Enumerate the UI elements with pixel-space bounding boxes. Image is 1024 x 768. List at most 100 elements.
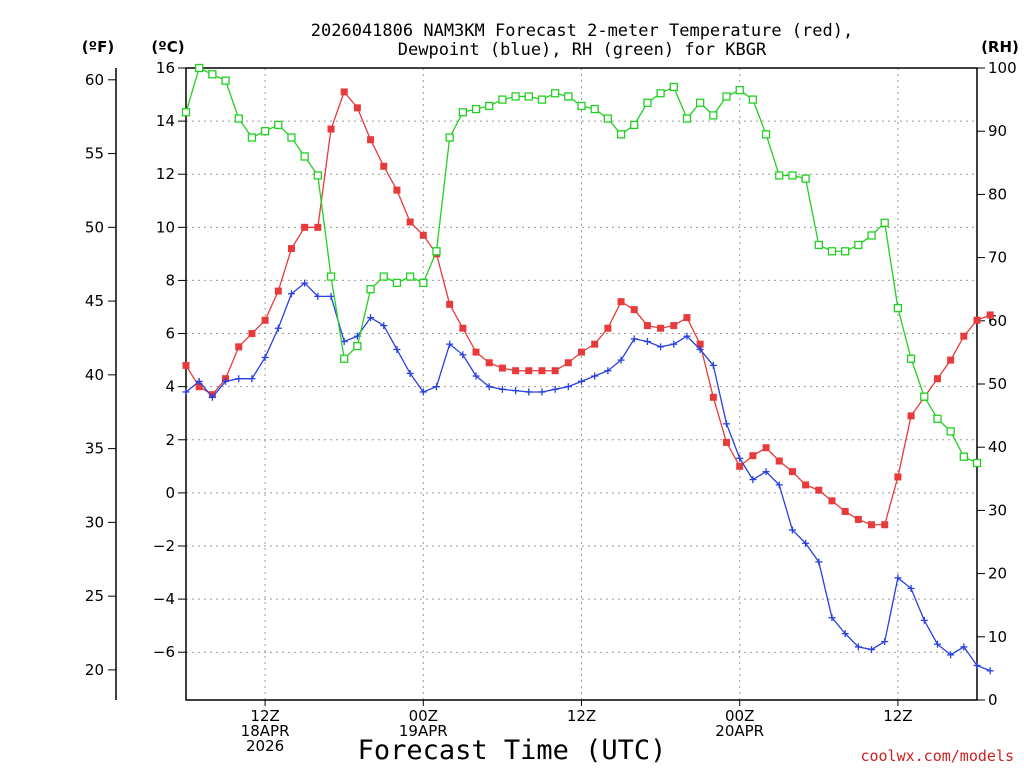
temperature-point bbox=[353, 104, 361, 112]
rh-point bbox=[432, 247, 441, 256]
temperature-point bbox=[301, 223, 309, 231]
rh-point bbox=[181, 108, 191, 117]
rh-tick-label: 100 bbox=[988, 59, 1017, 77]
rh-point bbox=[775, 171, 784, 180]
temperature-point bbox=[446, 300, 454, 308]
rh-point bbox=[590, 104, 599, 114]
rh-point bbox=[195, 63, 204, 73]
dewpoint-point bbox=[485, 383, 493, 391]
x-tick-label: 12Z bbox=[250, 707, 279, 725]
series-rh bbox=[181, 63, 982, 468]
dewpoint-point bbox=[709, 361, 717, 369]
temperature-point bbox=[419, 231, 427, 239]
temperature-point bbox=[960, 332, 968, 340]
temperature-point bbox=[828, 497, 836, 505]
dewpoint-point bbox=[525, 388, 533, 396]
rh-point bbox=[682, 114, 692, 123]
dewpoint-point bbox=[894, 574, 902, 582]
temperature-point bbox=[736, 462, 744, 470]
rh-point bbox=[287, 133, 296, 142]
x-tick-label: 00Z bbox=[409, 707, 438, 725]
dewpoint-point bbox=[736, 454, 744, 462]
fahrenheit-unit-label: (ºF) bbox=[82, 38, 114, 56]
fahrenheit-tick-label: 45 bbox=[85, 292, 104, 310]
temperature-point bbox=[670, 322, 678, 330]
dewpoint-point bbox=[393, 345, 401, 353]
dewpoint-point bbox=[657, 343, 665, 351]
rh-point bbox=[511, 92, 520, 101]
dewpoint-point bbox=[432, 383, 440, 391]
temperature-point bbox=[604, 324, 612, 332]
chart-axes bbox=[115, 67, 978, 701]
temperature-point bbox=[723, 438, 731, 446]
dewpoint-point bbox=[222, 377, 230, 385]
rh-point bbox=[893, 304, 903, 313]
temperature-point bbox=[525, 367, 533, 375]
dewpoint-point bbox=[182, 388, 190, 396]
celsius-tick-label: 6 bbox=[165, 325, 175, 343]
celsius-tick-label: 4 bbox=[165, 378, 175, 396]
rh-point bbox=[880, 218, 889, 227]
rh-point bbox=[366, 285, 375, 294]
rh-point bbox=[841, 247, 850, 256]
temperature-point bbox=[406, 218, 414, 226]
dewpoint-point bbox=[854, 643, 862, 651]
fahrenheit-tick-label: 30 bbox=[85, 513, 104, 531]
dewpoint-point bbox=[327, 292, 335, 300]
rh-point bbox=[458, 108, 468, 117]
temperature-point bbox=[947, 356, 955, 364]
credit-text: coolwx.com/models bbox=[860, 747, 1014, 765]
rh-point bbox=[867, 231, 876, 240]
temperature-point bbox=[657, 324, 665, 332]
celsius-tick-label: 16 bbox=[156, 59, 175, 77]
dewpoint-point bbox=[986, 667, 994, 675]
temperature-point bbox=[578, 348, 585, 356]
temperature-point bbox=[907, 412, 915, 420]
dewpoint-point bbox=[683, 332, 691, 340]
dewpoint-point bbox=[551, 385, 559, 393]
temperature-point bbox=[841, 507, 849, 515]
rh-point bbox=[208, 70, 217, 79]
temperature-point bbox=[538, 367, 546, 375]
dewpoint-point bbox=[841, 630, 849, 638]
fahrenheit-tick-label: 50 bbox=[85, 218, 104, 236]
rh-point bbox=[392, 278, 402, 288]
dewpoint-point bbox=[578, 377, 585, 385]
rh-tick-label: 50 bbox=[988, 375, 1007, 393]
temperature-point bbox=[182, 361, 190, 369]
rh-point bbox=[748, 95, 758, 104]
temperature-point bbox=[881, 521, 889, 529]
rh-point bbox=[260, 127, 270, 136]
dewpoint-point bbox=[591, 372, 599, 380]
temperature-point bbox=[367, 136, 375, 144]
dewpoint-point bbox=[670, 340, 678, 348]
temperature-point bbox=[195, 383, 203, 391]
rh-point bbox=[616, 130, 626, 139]
rh-point bbox=[827, 247, 837, 256]
dewpoint-point bbox=[301, 279, 309, 287]
axis-ticks: 1614121086420−2−4−6605550454035302520100… bbox=[85, 59, 1017, 755]
temperature-point bbox=[802, 481, 810, 489]
rh-tick-label: 40 bbox=[988, 438, 1007, 456]
x-axis-label: Forecast Time (UTC) bbox=[358, 735, 667, 766]
dewpoint-point bbox=[314, 292, 322, 300]
celsius-tick-label: −6 bbox=[153, 643, 175, 661]
temperature-point bbox=[327, 125, 335, 133]
temperature-point bbox=[788, 468, 796, 476]
rh-point bbox=[669, 82, 678, 92]
celsius-tick-label: 2 bbox=[165, 431, 175, 449]
rh-tick-label: 20 bbox=[988, 565, 1007, 583]
chart-title-line-1: 2026041806 NAM3KM Forecast 2-meter Tempe… bbox=[311, 21, 853, 41]
rh-point bbox=[221, 76, 230, 85]
temperature-point bbox=[287, 245, 295, 253]
dewpoint-point bbox=[643, 338, 651, 346]
celsius-tick-label: 8 bbox=[165, 271, 175, 289]
temperature-point bbox=[868, 521, 876, 529]
dewpoint-point bbox=[459, 351, 467, 359]
dewpoint-point bbox=[815, 558, 823, 566]
dewpoint-point bbox=[881, 638, 889, 646]
celsius-unit-label: (ºC) bbox=[151, 38, 184, 56]
fahrenheit-tick-label: 25 bbox=[85, 587, 104, 605]
dewpoint-point bbox=[512, 387, 520, 395]
